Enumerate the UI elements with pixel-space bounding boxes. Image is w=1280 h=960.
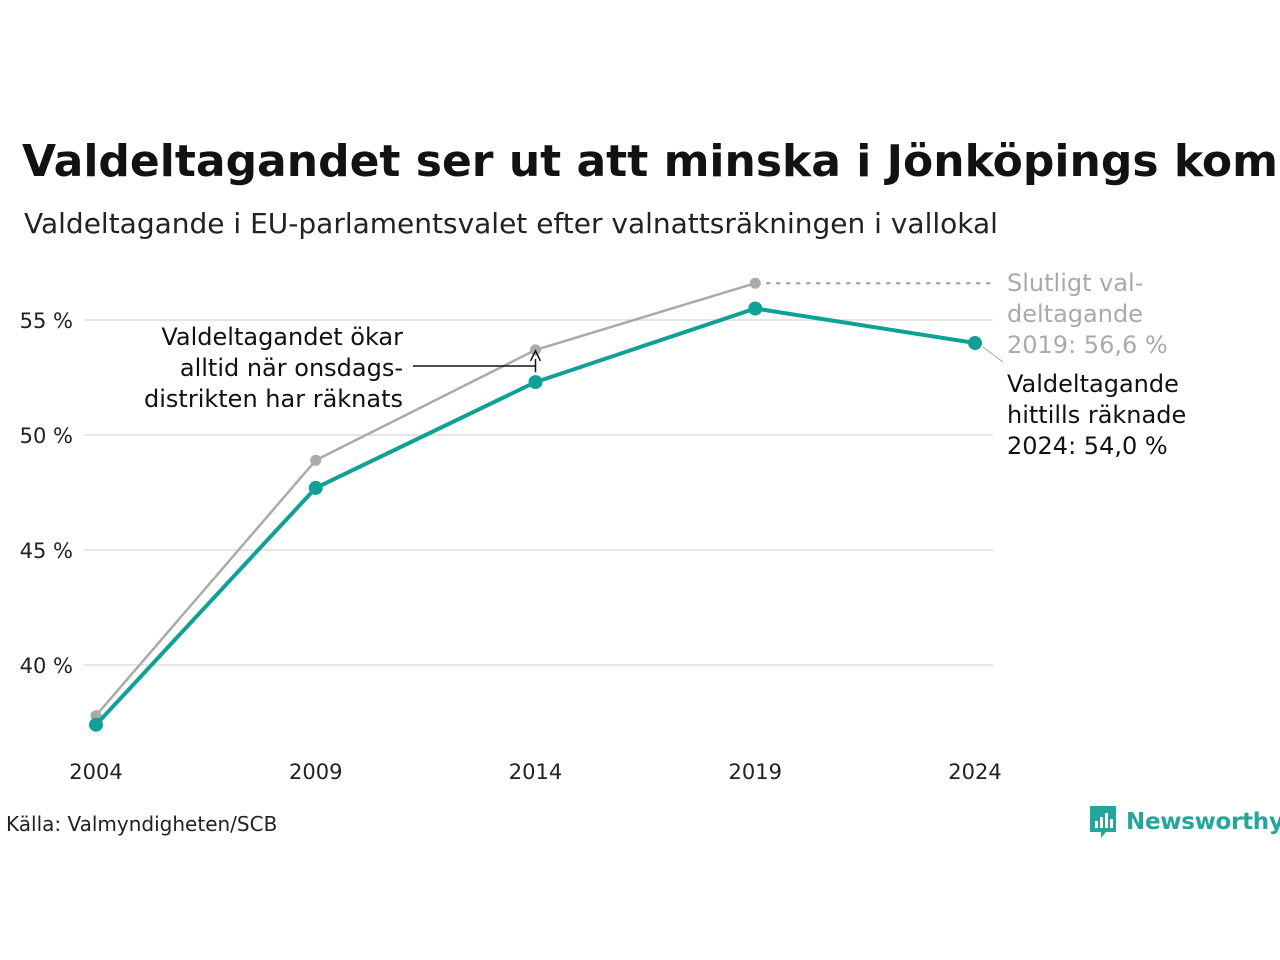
y-tick-label: 45 % xyxy=(20,539,73,563)
counted-turnout-point xyxy=(89,717,103,732)
annotation-counted-2024-text: hittills räknade xyxy=(1007,401,1186,429)
final-turnout-point xyxy=(749,277,761,289)
x-tick-label: 2014 xyxy=(509,760,562,784)
final-turnout-point xyxy=(310,454,322,466)
y-axis-ticks: 40 % 45 % 50 % 55 % xyxy=(20,309,73,678)
x-tick-label: 2004 xyxy=(69,760,122,784)
newsworthy-logo-icon xyxy=(1090,806,1116,838)
annotation-final-2019-text: 2019: 56,6 % xyxy=(1007,331,1168,359)
annotation-onsdag-text: Valdeltagandet ökar xyxy=(161,323,403,351)
y-tick-label: 55 % xyxy=(20,309,73,333)
counted-turnout-point xyxy=(528,375,543,390)
annotation-counted-2024-text: 2024: 54,0 % xyxy=(1007,432,1168,460)
brand-name: Newsworthy xyxy=(1126,809,1280,835)
y-tick-label: 50 % xyxy=(20,424,73,448)
x-tick-label: 2009 xyxy=(289,760,342,784)
y-tick-label: 40 % xyxy=(20,654,73,678)
brand-logo: Newsworthy xyxy=(1088,802,1280,842)
final-turnout-point xyxy=(90,710,102,722)
annotations: Valdeltagandet ökar alltid när onsdags-di… xyxy=(144,269,1186,460)
source-note: Källa: Valmyndigheten/SCB xyxy=(6,812,278,836)
gridlines xyxy=(84,319,993,666)
label-connector xyxy=(982,346,1004,363)
chart-title: Valdeltagandet ser ut att minska i Jönkö… xyxy=(22,136,1280,187)
chart-subtitle: Valdeltagande i EU-parlamentsvalet efter… xyxy=(24,207,998,240)
annotation-onsdag-text: distrikten har räknats xyxy=(144,385,403,413)
final-turnout-line xyxy=(94,281,757,717)
x-tick-label: 2024 xyxy=(948,760,1001,784)
series xyxy=(89,277,982,732)
counted-turnout-point xyxy=(308,480,323,495)
x-axis-ticks: 2004 2009 2014 2019 2024 xyxy=(69,760,1001,784)
annotation-onsdag-text: alltid när onsdags- xyxy=(180,354,403,382)
annotation-final-2019-text: Slutligt val- xyxy=(1007,269,1143,297)
annotation-final-2019-text: deltagande xyxy=(1007,300,1143,328)
x-tick-label: 2019 xyxy=(729,760,782,784)
counted-turnout-point xyxy=(748,301,763,316)
annotation-counted-2024-text: Valdeltagande xyxy=(1007,370,1179,398)
line-chart: 40 % 45 % 50 % 55 % 2004 2009 2014 2019 2024 Va… xyxy=(20,269,1187,784)
counted-turnout-point xyxy=(968,336,982,350)
annotation-arrow-head xyxy=(529,349,542,362)
